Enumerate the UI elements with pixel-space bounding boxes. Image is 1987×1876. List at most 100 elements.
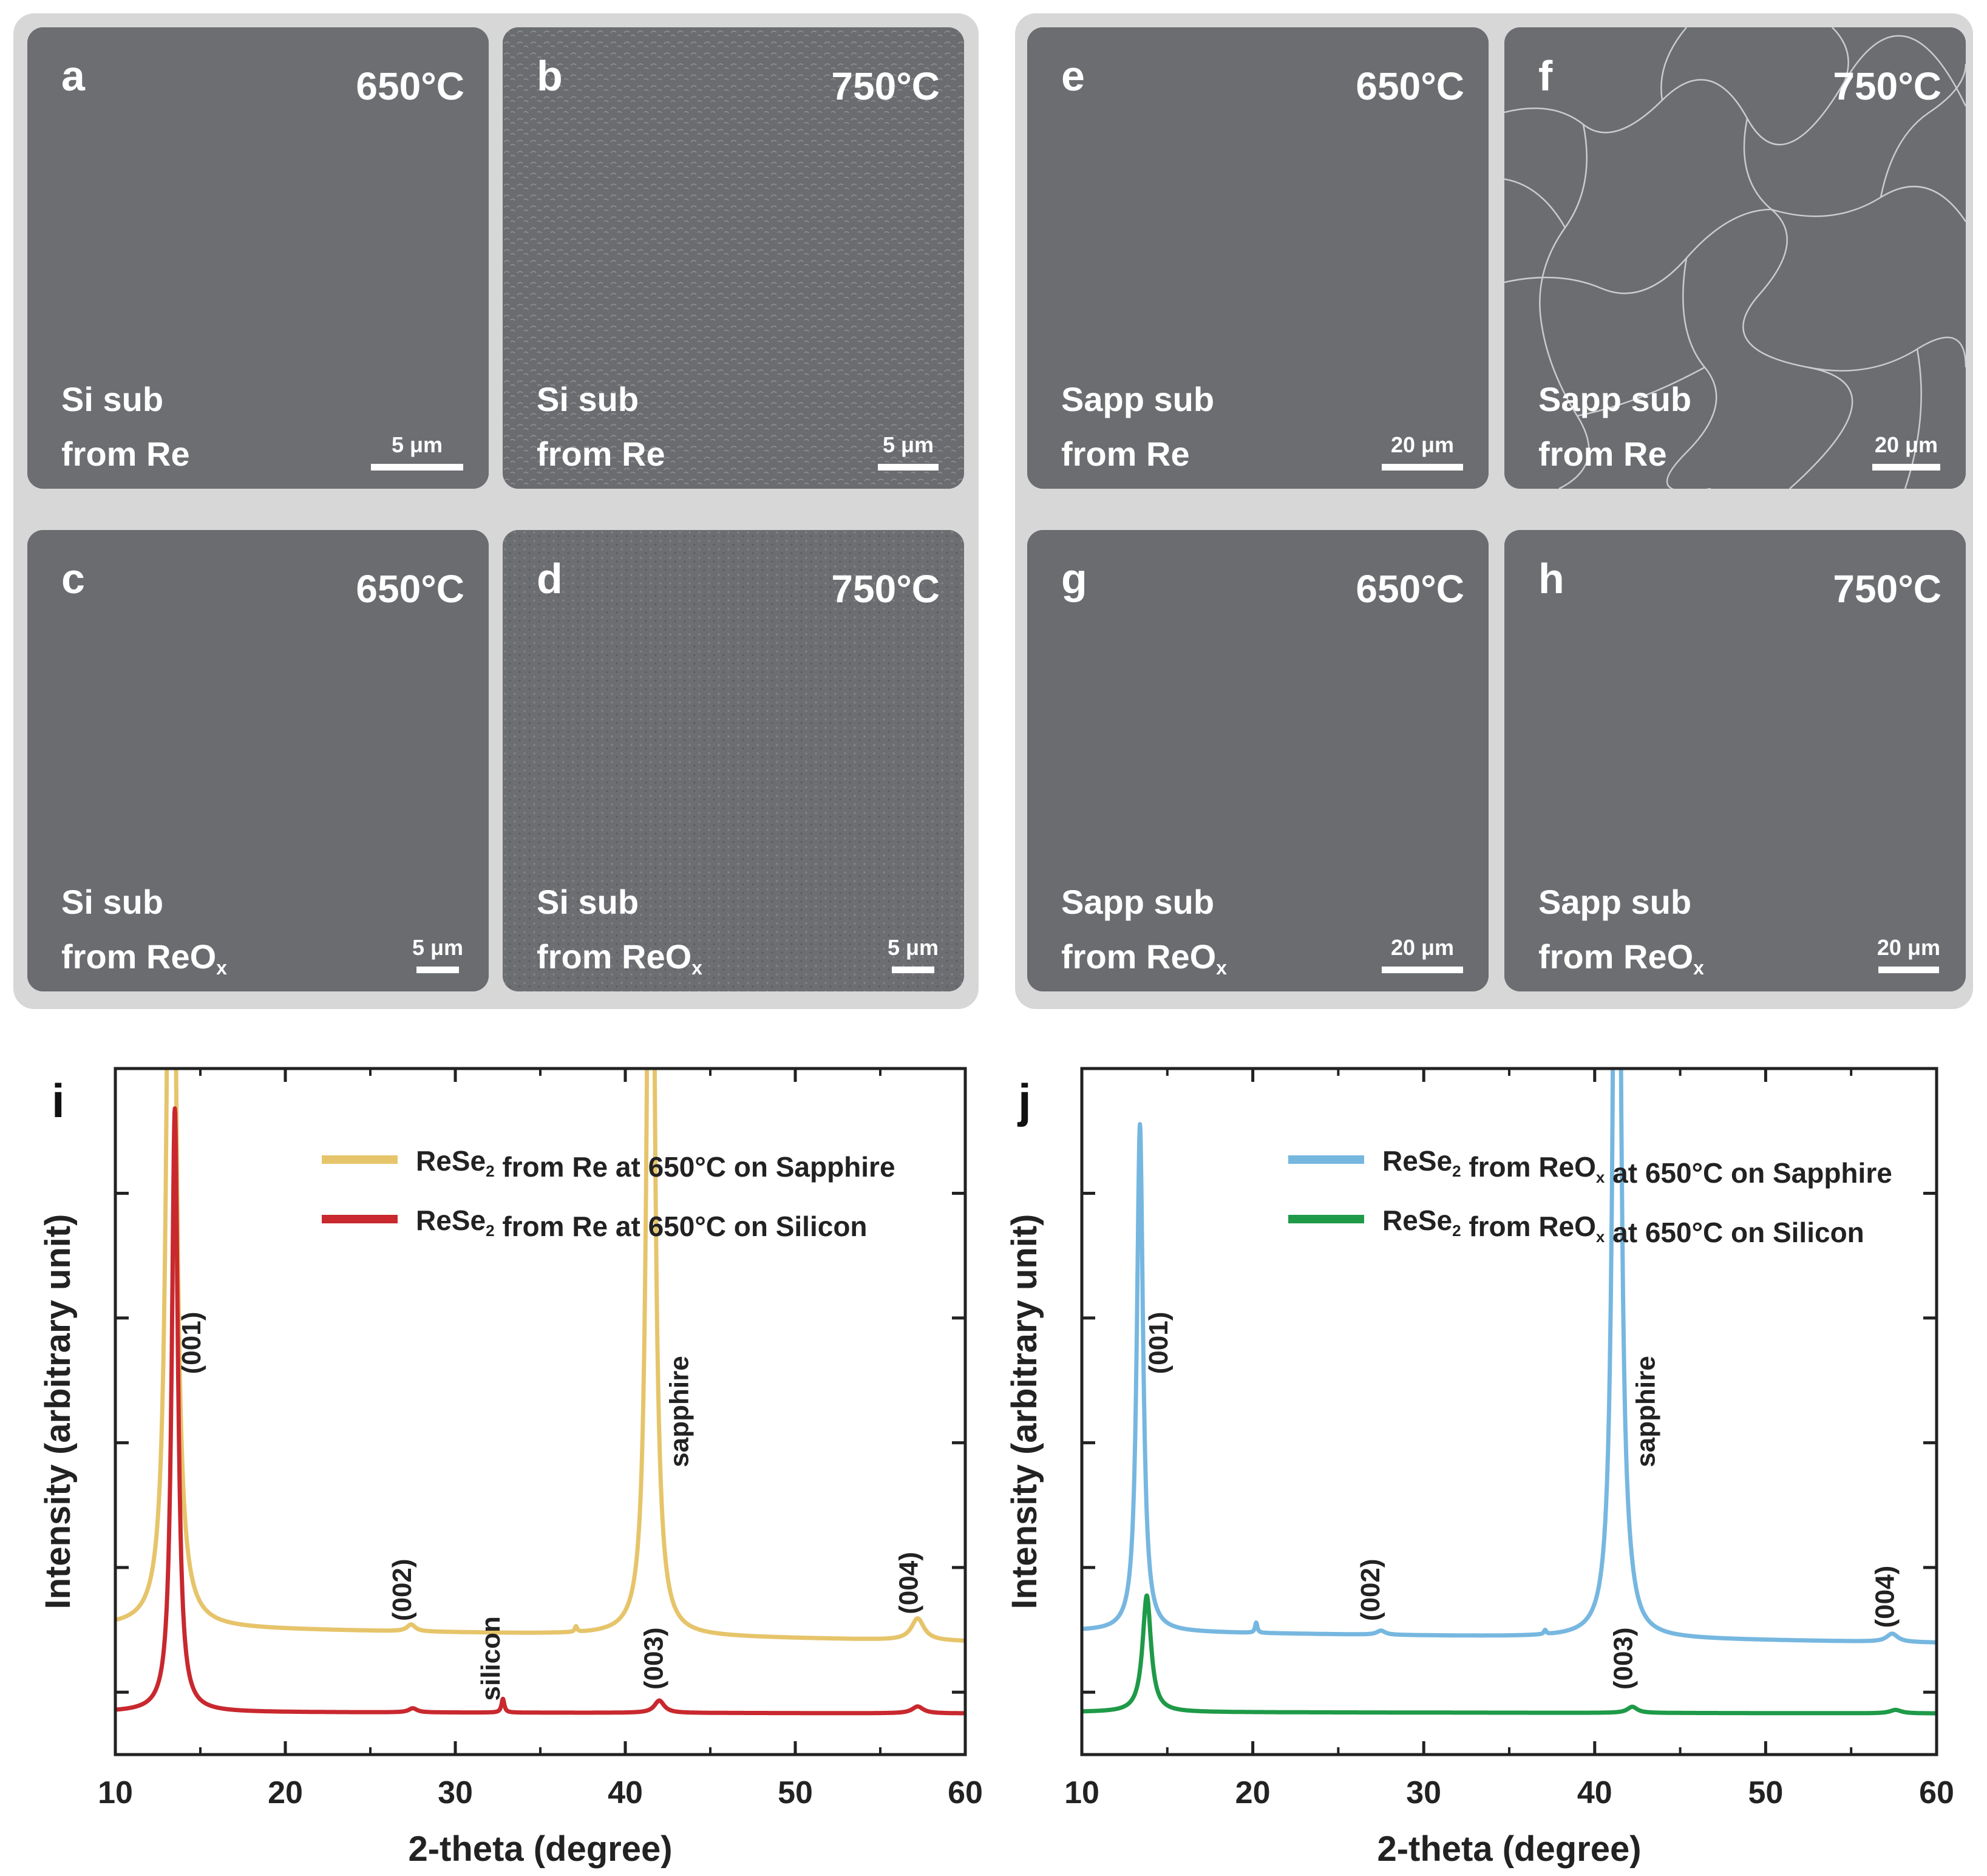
peak-annotation: (001)	[1144, 1312, 1174, 1375]
sem-texture	[27, 27, 489, 489]
x-tick-label: 20	[1235, 1775, 1271, 1810]
substrate-label: Si sub	[537, 883, 639, 921]
source-label: from Re	[1061, 434, 1190, 477]
x-tick-label: 10	[98, 1775, 133, 1810]
scale-label: 20 μm	[1390, 432, 1455, 457]
source-label: from ReOx	[1061, 937, 1227, 979]
source-subscript: x	[691, 957, 702, 979]
sem-texture	[1027, 530, 1489, 991]
source-label: from ReOx	[61, 937, 227, 979]
peak-annotation: silicon	[476, 1616, 506, 1701]
peak-annotation: (003)	[639, 1627, 669, 1690]
temperature-label: 650°C	[356, 64, 464, 108]
scale-line	[1382, 464, 1463, 471]
panel-letter: b	[537, 52, 563, 100]
source-text: from ReO	[1061, 937, 1217, 976]
legend-subscript: x	[1596, 1168, 1605, 1186]
legend-text: at 650°C on Silicon	[1605, 1217, 1864, 1248]
source-label: from Re	[537, 434, 665, 477]
scale-label: 5 μm	[412, 935, 463, 960]
legend-text: ReSe	[416, 1205, 486, 1236]
scale-bar: 20 μm	[1382, 935, 1463, 973]
series-line-1	[1082, 1069, 1937, 1645]
legend-label: ReSe2 from ReOx at 650°C on Sapphire	[1382, 1145, 1892, 1189]
scale-bar: 5 μm	[888, 935, 939, 973]
scale-line	[1872, 464, 1940, 471]
sem-panel-c: c 650°C Si sub from ReOx 5 μm	[27, 530, 489, 991]
scale-label: 20 μm	[1390, 935, 1455, 960]
scale-line	[1878, 967, 1939, 973]
scale-line	[371, 464, 463, 471]
peak-annotation: sapphire	[1631, 1356, 1660, 1467]
peak-annotation: (003)	[1609, 1627, 1639, 1690]
source-text: from Re	[1538, 435, 1667, 473]
legend-text: from Re at 650°C on Sapphire	[495, 1151, 895, 1183]
x-tick-label: 30	[438, 1775, 473, 1810]
x-tick-label: 60	[948, 1775, 983, 1810]
panel-letter: a	[61, 52, 85, 100]
substrate-label: Sapp sub	[1538, 883, 1692, 921]
x-axis-label: 2-theta (degree)	[408, 1829, 672, 1869]
substrate-label: Si sub	[61, 380, 164, 418]
substrate-label: Sapp sub	[1538, 380, 1692, 418]
peak-annotation: (001)	[177, 1312, 206, 1375]
source-text: from ReO	[537, 937, 692, 976]
legend-text: at 650°C on Sapphire	[1605, 1157, 1892, 1189]
sem-panel-a: a 650°C Si sub from Re 5 μm	[27, 27, 489, 489]
series-line-2	[1082, 1593, 1937, 1716]
scale-bar: 20 μm	[1877, 935, 1940, 973]
source-label: from Re	[1538, 434, 1667, 477]
legend-subscript: 2	[486, 1222, 494, 1240]
scale-label: 20 μm	[1874, 432, 1938, 457]
x-axis-label: 2-theta (degree)	[1377, 1829, 1641, 1869]
legend-label: ReSe2 from ReOx at 650°C on Silicon	[1382, 1205, 1864, 1248]
legend-text: ReSe	[1382, 1205, 1452, 1236]
source-subscript: x	[216, 957, 227, 979]
x-tick-label: 50	[778, 1775, 813, 1810]
scale-line	[416, 967, 459, 973]
y-axis-label: Intensity (arbitrary unit)	[1005, 1214, 1044, 1609]
legend-subscript: 2	[1452, 1222, 1461, 1240]
chart-j: 10 20 30 40 50 60 2-theta (degree) Intensity (a…	[1005, 1067, 1954, 1869]
sem-panel-d: d 750°C Si sub from ReOx 5 μm	[503, 530, 964, 991]
legend-text: from ReO	[1461, 1211, 1596, 1242]
substrate-label: Si sub	[61, 883, 164, 921]
sem-panel-g: g 650°C Sapp sub from ReOx 20 μm	[1027, 530, 1489, 991]
chart-i: 10 20 30 40 50 60 2-theta (degree) Intensity (a…	[38, 1067, 983, 1869]
scale-label: 20 μm	[1877, 935, 1940, 960]
panel-letter: c	[61, 555, 85, 602]
x-tick-label: 20	[268, 1775, 303, 1810]
series-line-2	[115, 1106, 965, 1716]
source-text: from Re	[1061, 435, 1190, 473]
scale-bar: 5 μm	[371, 432, 463, 471]
panel-letter: i	[52, 1074, 65, 1127]
scale-label: 5 μm	[391, 432, 443, 457]
source-label: from Re	[61, 434, 190, 477]
x-tick-label: 60	[1919, 1775, 1954, 1810]
panel-letter: h	[1538, 555, 1564, 602]
x-tick-label: 50	[1748, 1775, 1783, 1810]
source-text: from Re	[61, 435, 190, 473]
peak-annotation: (002)	[1356, 1558, 1385, 1621]
scale-bar: 5 μm	[412, 935, 463, 973]
source-subscript: x	[1216, 957, 1227, 979]
scale-line	[1382, 967, 1463, 973]
panel-letter: f	[1538, 52, 1553, 100]
legend-subscript: x	[1596, 1228, 1605, 1246]
scale-line	[891, 967, 934, 973]
panel-letter: e	[1061, 52, 1085, 100]
panel-letter: j	[1017, 1074, 1031, 1127]
legend-label: ReSe2 from Re at 650°C on Sapphire	[416, 1145, 895, 1183]
sem-texture	[1504, 530, 1966, 991]
scale-line	[878, 464, 939, 471]
source-text: from ReO	[61, 937, 217, 976]
temperature-label: 650°C	[1356, 64, 1464, 108]
substrate-label: Si sub	[537, 380, 639, 418]
scale-label: 5 μm	[882, 432, 934, 457]
peak-annotation: (004)	[1870, 1566, 1900, 1628]
sem-texture	[1504, 27, 1966, 489]
series-line-1	[115, 1069, 965, 1643]
sem-texture	[503, 530, 964, 991]
sem-texture	[1027, 27, 1489, 489]
peak-annotation: (002)	[387, 1558, 417, 1621]
